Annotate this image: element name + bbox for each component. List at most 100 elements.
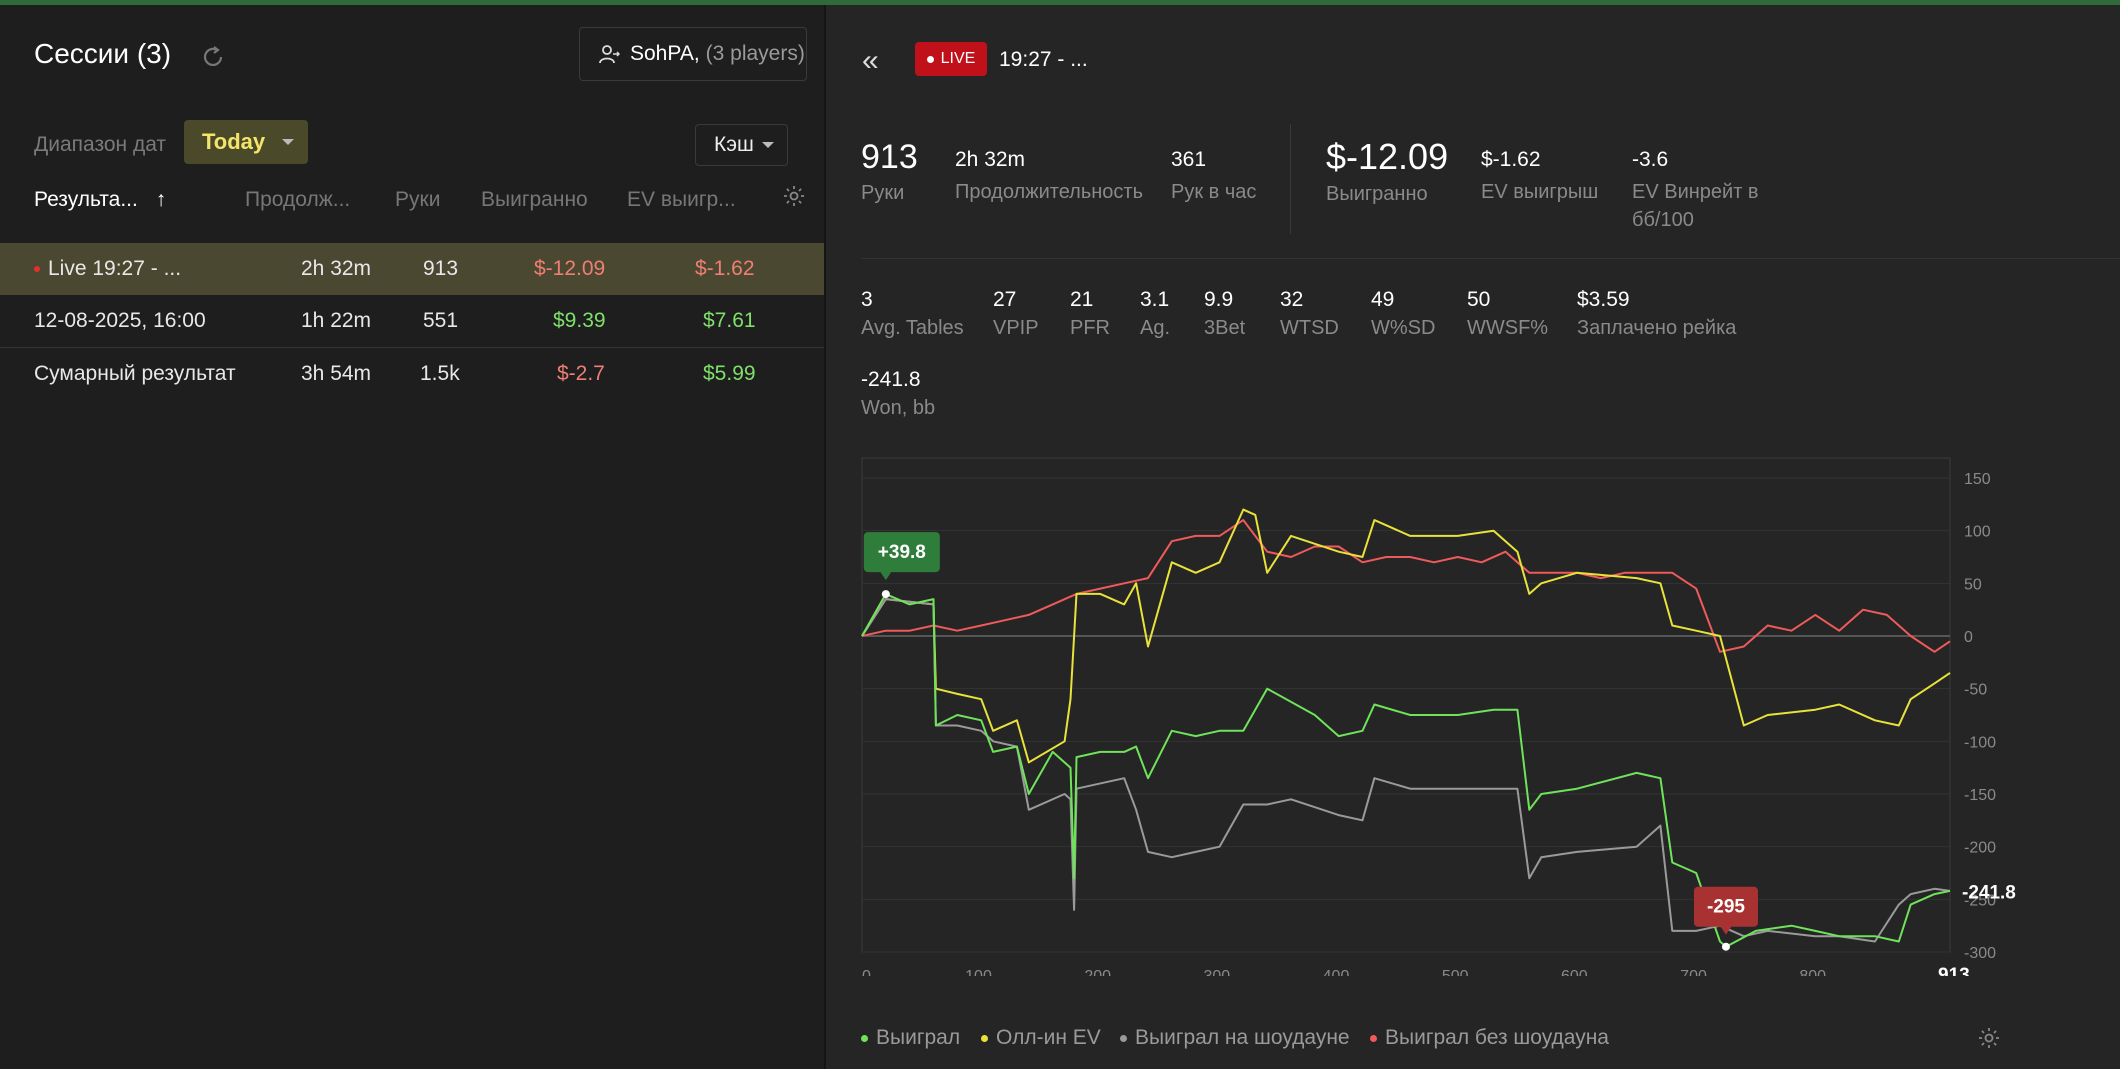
legend-item-non-showdown[interactable]: Выиграл без шоудауна — [1370, 1026, 1609, 1050]
stat-won-bb: -241.8 Won, bb — [861, 368, 936, 419]
stat-hands: 913 Руки — [861, 138, 918, 204]
legend-item-showdown[interactable]: Выиграл на шоудауне — [1120, 1026, 1350, 1050]
results-line-chart[interactable]: 150100500-50-100-150-200-250-30001002003… — [860, 456, 2020, 976]
game-type-dropdown[interactable]: Кэш — [695, 124, 788, 166]
session-ev: $5.99 — [703, 362, 756, 385]
series-line — [861, 593, 1951, 948]
max-label: +39.8 — [878, 542, 926, 563]
live-dot-icon — [34, 266, 40, 273]
stat-3bet: 9.9 3Bet — [1204, 288, 1246, 339]
x-tick-label: 100 — [965, 968, 992, 976]
chevron-down-icon — [282, 139, 294, 145]
session-duration: 3h 54m — [301, 362, 372, 385]
stat-vpip: 27 VPIP — [993, 288, 1039, 339]
min-point-marker — [1721, 942, 1730, 951]
session-name: Сумарный результат — [34, 362, 236, 385]
legend-dot-icon — [1370, 1034, 1377, 1042]
stat-wwsf: 50 WWSF% — [1467, 288, 1549, 339]
stat-ev-won: $-1.62 EV выигрыш — [1481, 148, 1599, 203]
top-accent-bar — [0, 0, 2120, 5]
y-tick-label: -100 — [1964, 734, 1996, 751]
session-ev: $-1.62 — [695, 257, 755, 280]
stats-divider — [861, 258, 2120, 259]
session-duration: 2h 32m — [301, 257, 372, 280]
legend-dot-icon — [981, 1034, 988, 1042]
y-tick-label: -250 — [1964, 892, 1996, 909]
gear-icon[interactable] — [1977, 1026, 2001, 1050]
y-tick-label: -50 — [1964, 682, 1987, 699]
session-duration: 1h 22m — [301, 309, 372, 332]
session-hands: 913 — [423, 257, 459, 280]
sessions-panel — [0, 5, 824, 1069]
player-name: SohPA, — [630, 42, 700, 65]
player-selector-button[interactable]: SohPA, (3 players) — [579, 27, 807, 81]
x-tick-label: 913 — [1938, 965, 1970, 976]
column-header-ev[interactable]: EV выигр... — [627, 188, 736, 211]
game-type-value: Кэш — [714, 133, 754, 156]
session-hands: 551 — [423, 309, 459, 332]
player-count: (3 players) — [705, 42, 805, 65]
y-tick-label: -200 — [1964, 840, 1996, 857]
stat-hands-per-hour: 361 Рук в час — [1171, 148, 1257, 203]
stats-separator — [1290, 124, 1291, 234]
stat-duration: 2h 32m Продолжительность — [955, 148, 1143, 203]
stat-ev-winrate: -3.6 EV Винрейт в бб/100 — [1632, 148, 1759, 231]
series-line — [861, 519, 1951, 653]
user-switch-icon — [599, 45, 620, 64]
y-tick-label: -300 — [1964, 945, 1996, 962]
stat-pfr: 21 PFR — [1070, 288, 1110, 339]
max-point-marker — [881, 590, 890, 599]
legend-dot-icon — [1120, 1034, 1127, 1042]
stat-rake-paid: $3.59 Заплачено рейка — [1577, 288, 1737, 339]
x-tick-label: 200 — [1084, 968, 1111, 976]
table-row[interactable]: Сумарный результат 3h 54m 1.5k $-2.7 $5.… — [0, 348, 824, 400]
gear-icon[interactable] — [782, 184, 806, 208]
session-detail-panel — [826, 5, 2120, 1069]
column-header-won[interactable]: Выигранно — [481, 188, 588, 211]
session-name: Live 19:27 - ... — [34, 257, 181, 281]
column-header-hands[interactable]: Руки — [395, 188, 441, 211]
collapse-back-button[interactable]: « — [862, 44, 879, 77]
legend-dot-icon — [861, 1034, 868, 1042]
y-tick-label: 150 — [1964, 471, 1991, 488]
refresh-icon[interactable] — [200, 44, 226, 70]
live-badge: LIVE — [915, 42, 987, 76]
stat-avg-tables: 3 Avg. Tables — [861, 288, 964, 339]
legend-item-won[interactable]: Выиграл — [861, 1026, 960, 1050]
max-label-box — [863, 532, 940, 573]
session-hands: 1.5k — [420, 362, 460, 385]
stat-won: $-12.09 Выигранно — [1326, 136, 1449, 205]
date-range-dropdown[interactable]: Today — [184, 120, 308, 164]
min-label-pointer — [1719, 925, 1732, 935]
date-range-label: Диапазон дат — [34, 133, 167, 156]
plot-frame — [861, 457, 1951, 953]
date-range-value: Today — [202, 129, 266, 154]
x-tick-label: 700 — [1680, 968, 1707, 976]
sort-arrow-icon: ↑ — [155, 188, 167, 211]
column-header-result[interactable]: Результа... ↑ — [34, 188, 167, 211]
y-tick-label: 100 — [1964, 524, 1991, 541]
session-won: $9.39 — [553, 309, 606, 332]
y-tick-label: 0 — [1964, 629, 1973, 646]
stat-aggression: 3.1 Ag. — [1140, 288, 1171, 339]
session-won: $-2.7 — [557, 362, 605, 385]
live-dot-icon — [926, 55, 934, 63]
y-tick-label: 50 — [1964, 576, 1982, 593]
column-header-duration[interactable]: Продолж... — [245, 188, 351, 211]
x-tick-label: 500 — [1442, 968, 1469, 976]
current-value-label: -241.8 — [1962, 883, 2016, 904]
sessions-title: Сессии (3) — [34, 38, 172, 69]
table-row[interactable]: Live 19:27 - ... 2h 32m 913 $-12.09 $-1.… — [0, 243, 824, 295]
y-tick-label: -150 — [1964, 787, 1996, 804]
series-line — [861, 508, 1951, 764]
chevron-down-icon — [762, 142, 774, 148]
panel-divider[interactable] — [824, 5, 826, 1069]
stat-wtsd: 32 WTSD — [1280, 288, 1339, 339]
session-ev: $7.61 — [703, 309, 756, 332]
legend-item-allin-ev[interactable]: Олл-ин EV — [981, 1026, 1101, 1050]
session-title: 19:27 - ... — [999, 48, 1088, 71]
stat-wsd: 49 W%SD — [1371, 288, 1436, 339]
series-line — [861, 598, 1951, 943]
table-row[interactable]: 12-08-2025, 16:00 1h 22m 551 $9.39 $7.61 — [0, 295, 824, 348]
min-label: -295 — [1707, 897, 1745, 918]
